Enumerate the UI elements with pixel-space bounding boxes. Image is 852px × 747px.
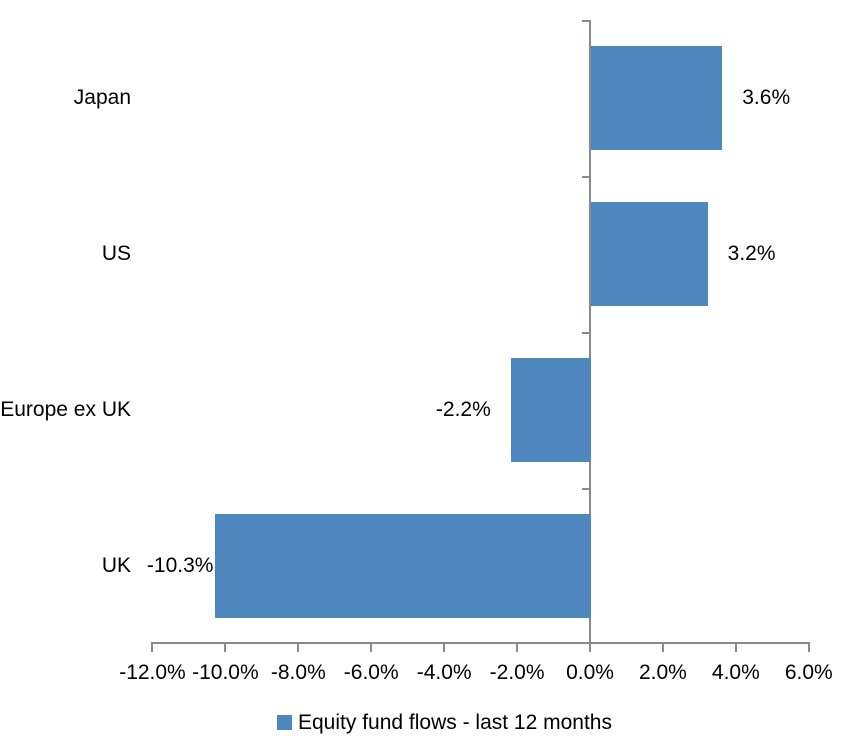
value-axis-tick-label: -2.0% <box>489 661 545 684</box>
category-axis-tick <box>582 176 589 178</box>
value-axis-tick <box>443 644 446 652</box>
category-label: US <box>101 242 131 265</box>
value-axis-tick-label: 4.0% <box>711 661 760 684</box>
value-axis-tick <box>297 644 300 652</box>
category-axis-tick <box>582 488 589 490</box>
data-label: -10.3% <box>146 554 214 577</box>
value-axis-tick-label: 6.0% <box>784 661 833 684</box>
category-axis-tick <box>582 332 589 334</box>
bar-europe-ex-uk <box>510 358 591 462</box>
category-axis-tick <box>582 20 589 22</box>
value-axis-tick-label: -4.0% <box>416 661 472 684</box>
category-label: UK <box>101 554 131 577</box>
value-axis-tick-label: -8.0% <box>270 661 326 684</box>
data-label: 3.6% <box>742 86 791 109</box>
bar-uk <box>215 514 591 618</box>
category-label: Europe ex UK <box>0 398 131 421</box>
legend-swatch-icon <box>277 715 292 730</box>
value-axis-tick-label: -6.0% <box>343 661 399 684</box>
category-axis-line <box>589 20 591 643</box>
legend-label: Equity fund flows - last 12 months <box>298 711 612 734</box>
value-axis-tick <box>734 644 737 652</box>
data-label: -2.2% <box>435 398 491 421</box>
value-axis-tick-label: -12.0% <box>119 661 186 684</box>
value-axis-tick <box>661 644 664 652</box>
value-axis-tick <box>807 644 810 652</box>
value-axis-line <box>151 642 810 644</box>
value-axis-tick-label: 0.0% <box>566 661 614 684</box>
legend: Equity fund flows - last 12 months <box>277 710 612 735</box>
bar-japan <box>591 46 723 150</box>
value-axis-tick <box>589 644 591 652</box>
value-axis-tick <box>370 644 373 652</box>
data-label: 3.2% <box>727 242 776 265</box>
bar-us <box>591 202 708 306</box>
value-axis-tick <box>151 644 154 652</box>
value-axis-tick <box>516 644 519 652</box>
value-axis-tick-label: -10.0% <box>192 661 259 684</box>
value-axis-tick-label: 2.0% <box>638 661 687 684</box>
value-axis-tick <box>224 644 227 652</box>
category-label: Japan <box>73 86 131 109</box>
